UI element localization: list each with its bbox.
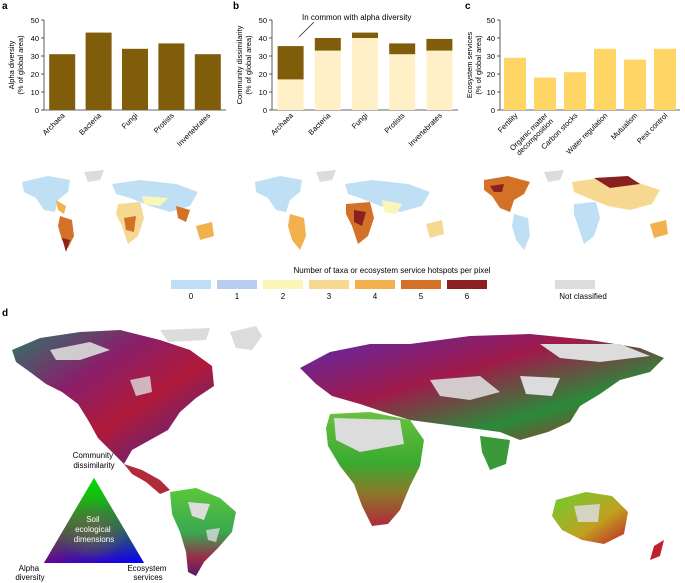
chart-ecosystem-services: 0 10 20 30 40 50 Ecosystem services(% of globa… <box>465 16 680 157</box>
legend-swatch-3 <box>309 280 349 289</box>
hotspot-map-alpha <box>22 170 214 252</box>
legend-label: 3 <box>327 292 332 301</box>
panel-label-b: b <box>233 1 239 12</box>
y-axis-label: Community dissimilarity(% of global area… <box>235 25 253 104</box>
triangle-top-label: Community dissimilarity <box>73 451 116 470</box>
bar-b-0-s1 <box>277 46 304 80</box>
bar-c-0-s0 <box>504 57 526 110</box>
bar-a-2-s0 <box>122 48 148 110</box>
panel-label-d: d <box>2 308 8 319</box>
bar-a-3-s0 <box>158 43 185 110</box>
y-tick-label: 50 <box>487 16 495 25</box>
triangle-left-label: Alpha diversity <box>15 564 44 582</box>
legend-label: 4 <box>373 292 378 301</box>
bar-b-3-s0 <box>389 54 416 110</box>
x-tick-label: Fungi <box>120 111 140 131</box>
bar-b-1-s0 <box>314 50 341 110</box>
map-north-america <box>12 330 214 464</box>
x-tick-label: Protists <box>383 111 407 135</box>
annotation-arrow <box>298 21 315 38</box>
bar-b-2-s0 <box>352 38 378 110</box>
bar-c-2-s0 <box>564 72 586 110</box>
bar-b-2-s1 <box>352 32 378 38</box>
y-tick-label: 10 <box>259 88 267 97</box>
x-tick-label: Archaea <box>40 110 67 137</box>
legend-swatch-0 <box>171 280 211 289</box>
x-tick-label: Invertebrates <box>175 111 212 148</box>
bar-b-4-s0 <box>426 50 453 110</box>
bar-a-4-s0 <box>194 54 221 110</box>
y-tick-label: 30 <box>259 52 267 61</box>
y-tick-label: 30 <box>487 52 495 61</box>
y-tick-label: 50 <box>31 16 39 25</box>
bar-c-4-s0 <box>624 59 646 110</box>
legend-label: 5 <box>419 292 424 301</box>
bar-c-3-s0 <box>594 48 616 110</box>
x-tick-label: Fertility <box>496 111 520 135</box>
y-tick-label: 40 <box>487 34 495 43</box>
x-tick-label: Archaea <box>269 110 296 137</box>
y-tick-label: 20 <box>259 70 267 79</box>
legend-label-not-classified: Not classified <box>559 292 607 301</box>
legend-label: 2 <box>281 292 286 301</box>
y-tick-label: 30 <box>31 52 39 61</box>
y-axis-label: Alpha diversity(% of global area) <box>7 35 25 95</box>
legend-label: 6 <box>465 292 470 301</box>
bar-c-1-s0 <box>534 77 556 110</box>
hotspot-legend-title: Number of taxa or ecosystem service hots… <box>294 266 491 275</box>
legend-swatch-2 <box>263 280 303 289</box>
bar-c-5-s0 <box>654 48 676 110</box>
panel-label-a: a <box>2 1 8 12</box>
legend-swatch-not-classified <box>555 280 595 289</box>
legend-swatch-4 <box>355 280 395 289</box>
y-tick-label: 20 <box>31 70 39 79</box>
hotspot-map-services <box>484 170 668 250</box>
y-tick-label: 0 <box>491 106 495 115</box>
x-tick-label: Mutualism <box>609 111 640 142</box>
bar-a-0-s0 <box>49 54 76 110</box>
bar-b-3-s1 <box>389 43 416 55</box>
map-south-america <box>170 488 236 576</box>
bar-a-1-s0 <box>85 32 112 110</box>
x-tick-label: Invertebrates <box>406 111 443 148</box>
y-tick-label: 10 <box>487 88 495 97</box>
bar-b-0-s0 <box>277 79 304 110</box>
legend-swatch-6 <box>447 280 487 289</box>
legend-label: 0 <box>189 292 194 301</box>
chart-alpha-diversity: 0 10 20 30 40 50 Alpha diversity(% of global a… <box>7 16 226 148</box>
annotation-text: In common with alpha diversity <box>302 13 411 22</box>
x-tick-label: Bacteria <box>77 110 103 136</box>
y-tick-label: 50 <box>259 16 267 25</box>
x-tick-label: Protists <box>152 111 176 135</box>
legend-swatch-5 <box>401 280 441 289</box>
y-tick-label: 40 <box>31 34 39 43</box>
bar-b-4-s1 <box>426 38 453 51</box>
hotspot-map-dissimilarity <box>255 170 444 250</box>
y-tick-label: 20 <box>487 70 495 79</box>
world-map-soil-dimensions <box>12 326 664 576</box>
x-tick-label: Bacteria <box>306 110 332 136</box>
x-tick-label: Fungi <box>350 111 370 131</box>
triangle-center-label: Soil ecological dimensions <box>74 515 114 544</box>
y-axis-label: Ecosystem services(% of global area) <box>465 32 483 99</box>
x-tick-label: Pest control <box>635 111 670 146</box>
y-tick-label: 40 <box>259 34 267 43</box>
y-tick-label: 10 <box>31 88 39 97</box>
panel-label-c: c <box>465 1 471 12</box>
chart-community-dissimilarity: 0 10 20 30 40 50 Community dissimilarity(% of … <box>235 13 458 148</box>
legend-swatch-1 <box>217 280 257 289</box>
legend-label: 1 <box>235 292 240 301</box>
triangle-legend: Community dissimilarity Soil ecological … <box>15 451 168 582</box>
y-tick-label: 0 <box>263 106 267 115</box>
bar-b-1-s1 <box>314 38 341 51</box>
y-tick-label: 0 <box>35 106 39 115</box>
triangle-right-label: Ecosystem services <box>127 564 168 582</box>
hotspot-legend: 0 1 2 3 4 5 6 Not classified <box>171 280 607 301</box>
